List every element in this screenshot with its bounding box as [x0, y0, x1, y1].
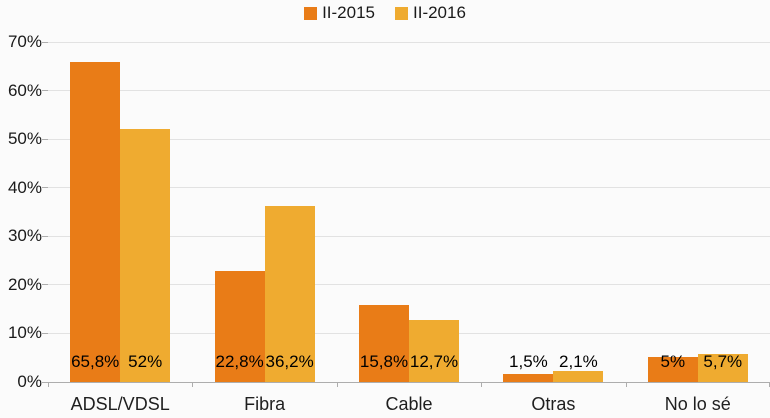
- gridline: [48, 41, 770, 43]
- x-axis-label: ADSL/VDSL: [70, 394, 170, 414]
- gridline: [48, 90, 770, 92]
- legend-swatch-icon: [304, 6, 318, 20]
- bar: [647, 357, 698, 382]
- bar: [553, 371, 604, 382]
- bar-value-label: 12,7%: [409, 352, 459, 371]
- x-axis-tick: [192, 381, 194, 387]
- y-axis-tick-label: 70%: [7, 32, 42, 51]
- y-axis-tick: [42, 41, 48, 43]
- bar-value-label: 22,8%: [215, 352, 264, 371]
- y-axis-tick: [42, 235, 48, 237]
- y-axis-tick-label: 30%: [7, 226, 42, 246]
- x-axis-tick: [625, 381, 627, 387]
- bar: [264, 205, 315, 382]
- bar-value-label: 5,7%: [703, 352, 743, 371]
- y-axis-tick: [42, 381, 48, 383]
- bar: [409, 319, 459, 382]
- y-axis-tick-label: 0%: [17, 372, 42, 391]
- gridline: [48, 187, 770, 189]
- y-axis-tick: [42, 138, 48, 140]
- bar: [214, 270, 265, 382]
- legend-item-II-2016: II-2016: [395, 3, 466, 23]
- bar-value-label: 2,1%: [559, 352, 598, 371]
- y-axis-tick: [42, 332, 48, 334]
- bar-value-label: 52%: [128, 352, 163, 371]
- x-axis-tick: [481, 381, 483, 387]
- bar-value-label: 1,5%: [509, 352, 548, 371]
- x-axis-label: Cable: [385, 394, 433, 414]
- bar-value-label: 65,8%: [71, 352, 120, 371]
- gridline: [48, 284, 770, 286]
- x-axis-tick: [48, 381, 49, 387]
- y-axis-tick-label: 40%: [7, 177, 42, 197]
- bar-value-label: 15,8%: [359, 352, 409, 371]
- x-axis-label: Otras: [531, 394, 576, 414]
- y-axis-tick: [42, 187, 48, 189]
- legend-label: II-2015: [322, 3, 375, 22]
- bar: [697, 353, 748, 382]
- y-axis-tick: [42, 284, 48, 286]
- y-axis-tick-label: 60%: [7, 80, 42, 100]
- x-axis-line: [48, 381, 770, 383]
- legend-item-II-2015: II-2015: [304, 3, 375, 23]
- legend-swatch-icon: [395, 6, 408, 20]
- bar: [120, 128, 171, 382]
- bar: [503, 374, 554, 382]
- y-axis-tick-label: 20%: [7, 274, 42, 294]
- legend-label: II-2016: [413, 3, 466, 22]
- gridline: [48, 138, 770, 140]
- bar-value-label: 36,2%: [265, 352, 314, 371]
- gridline: [48, 235, 770, 237]
- chart-legend: II-2015 II-2016: [0, 2, 770, 24]
- y-axis-tick-label: 10%: [7, 323, 42, 343]
- bar: [359, 304, 409, 382]
- bar: [70, 61, 121, 382]
- x-axis-label: No lo sé: [664, 394, 731, 414]
- y-axis-tick: [42, 90, 48, 92]
- x-axis-tick: [336, 381, 338, 387]
- bar-value-label: 5%: [660, 352, 686, 371]
- y-axis-tick-label: 50%: [7, 129, 42, 149]
- x-axis-label: Fibra: [244, 394, 286, 414]
